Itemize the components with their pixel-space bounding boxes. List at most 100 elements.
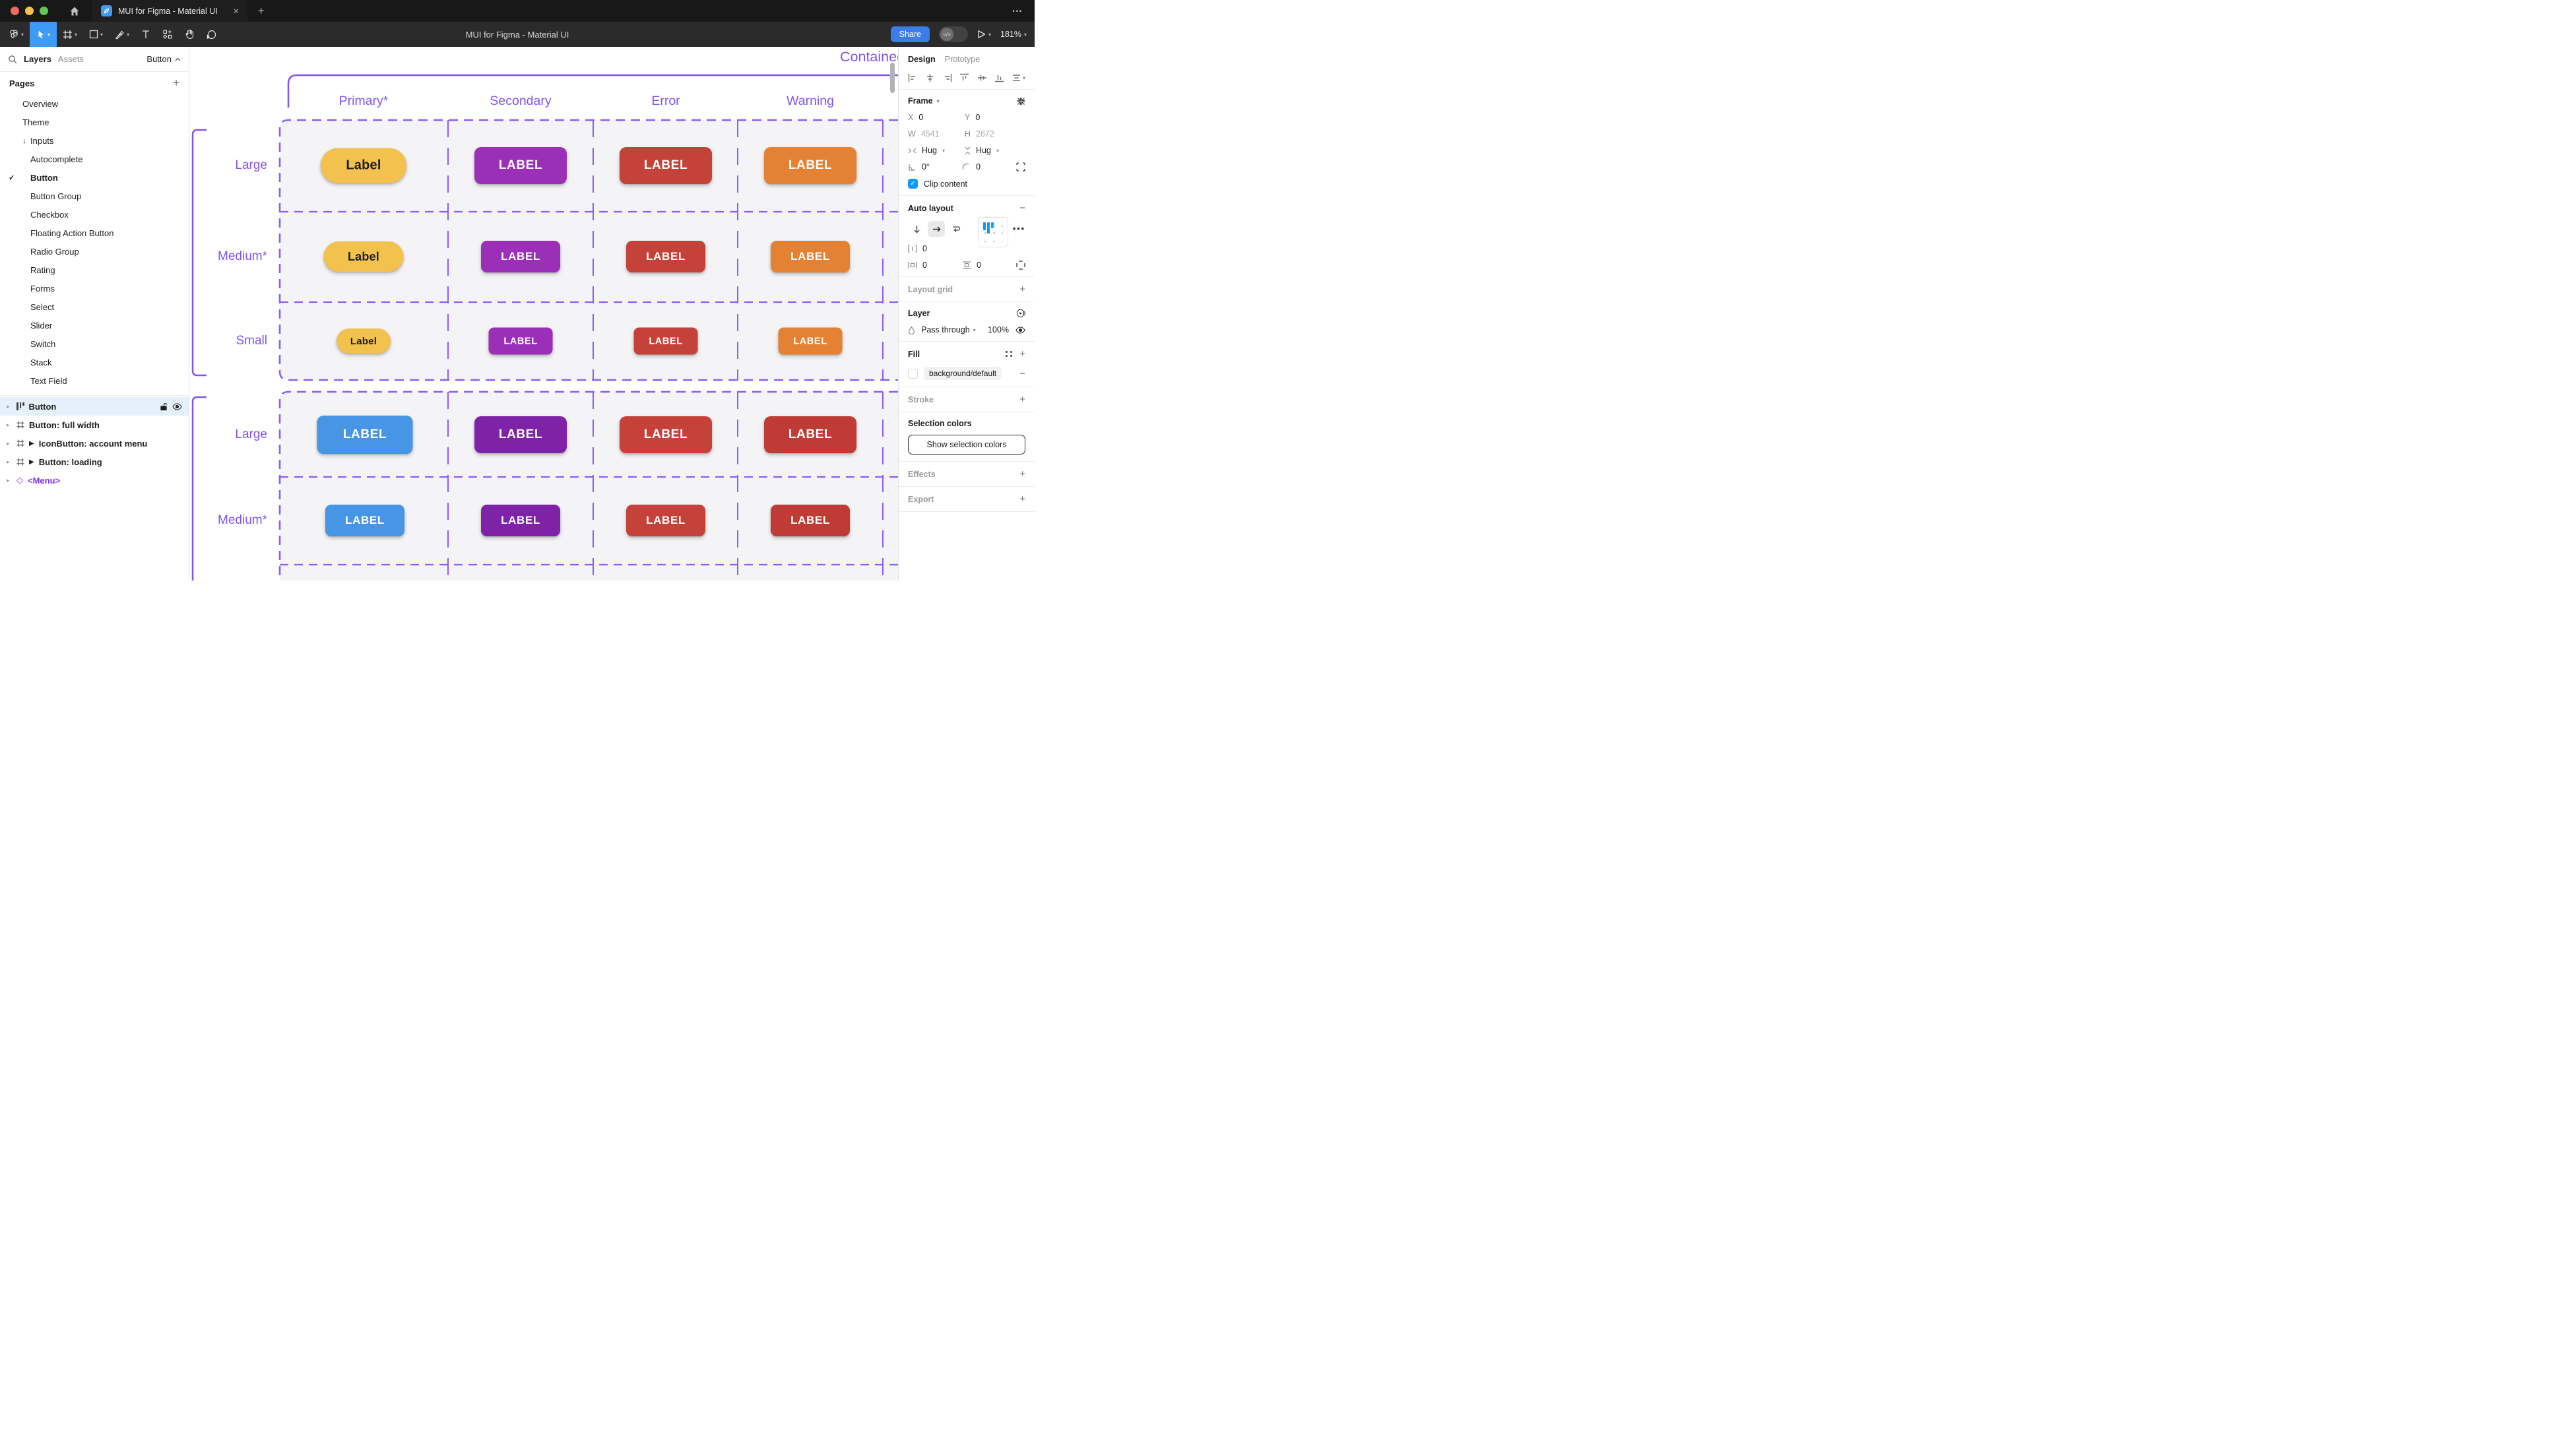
- align-left-icon[interactable]: [908, 73, 918, 82]
- fill-styles-icon[interactable]: [1006, 351, 1013, 357]
- close-tab-icon[interactable]: ✕: [232, 6, 240, 16]
- page-item-slider[interactable]: Slider: [30, 320, 53, 330]
- layer-row-iconbutton-account-menu[interactable]: ▸ ▶ IconButton: account menu: [7, 438, 148, 449]
- layer-row-button-full-width[interactable]: ▸ Button: full width: [7, 420, 100, 430]
- corner-radius-field[interactable]: 0: [962, 162, 1016, 172]
- canvas-button[interactable]: LABEL: [481, 505, 560, 536]
- canvas-button[interactable]: LABEL: [626, 505, 705, 536]
- expand-chevron-icon[interactable]: ▸: [7, 402, 10, 410]
- collapse-icon[interactable]: [1017, 97, 1025, 106]
- add-fill-button[interactable]: +: [1019, 348, 1025, 360]
- show-selection-colors-button[interactable]: Show selection colors: [908, 435, 1025, 455]
- chevron-down-icon[interactable]: ▾: [936, 98, 940, 104]
- layout-wrap-button[interactable]: [948, 221, 965, 237]
- canvas-button[interactable]: LABEL: [488, 327, 553, 355]
- page-item-floating-action-button[interactable]: Floating Action Button: [30, 228, 114, 238]
- expand-chevron-icon[interactable]: ▸: [7, 458, 10, 465]
- comment-tool-button[interactable]: [201, 22, 222, 47]
- shape-tool-button[interactable]: ▾: [83, 22, 109, 47]
- remove-auto-layout-button[interactable]: −: [1019, 203, 1025, 214]
- expand-chevron-icon[interactable]: ▸: [7, 476, 10, 484]
- align-right-icon[interactable]: [942, 73, 952, 82]
- canvas-button[interactable]: Label: [337, 329, 391, 354]
- page-item-checkbox[interactable]: Checkbox: [30, 209, 69, 220]
- remove-fill-button[interactable]: −: [1019, 367, 1025, 379]
- tab-design[interactable]: Design: [908, 55, 936, 64]
- canvas-button[interactable]: LABEL: [633, 327, 698, 355]
- page-item-radio-group[interactable]: Radio Group: [30, 246, 79, 257]
- add-page-button[interactable]: +: [173, 77, 179, 89]
- frame-title[interactable]: Contained: [840, 49, 898, 65]
- zoom-window-button[interactable]: [40, 7, 48, 15]
- fill-color-swatch[interactable]: [908, 368, 918, 379]
- close-window-button[interactable]: [11, 7, 19, 15]
- add-stroke-button[interactable]: +: [1019, 394, 1025, 405]
- clip-content-checkbox[interactable]: ✓: [908, 179, 918, 189]
- expand-chevron-icon[interactable]: ▸: [7, 439, 10, 447]
- page-item-stack[interactable]: Stack: [30, 357, 52, 367]
- canvas-button[interactable]: LABEL: [325, 505, 404, 536]
- layer-row-menu-component[interactable]: ▸ ◇ <Menu>: [7, 475, 61, 486]
- resources-tool-button[interactable]: [156, 22, 179, 47]
- frame-tool-button[interactable]: ▾: [57, 22, 83, 47]
- new-tab-button[interactable]: +: [257, 4, 265, 17]
- vertical-scrollbar[interactable]: [890, 63, 895, 93]
- canvas[interactable]: Contained Primary* Secondary Error Warni…: [189, 47, 898, 581]
- present-button[interactable]: ▾: [977, 30, 991, 39]
- independent-padding-icon[interactable]: [1016, 261, 1025, 270]
- page-item-select[interactable]: Select: [30, 301, 55, 312]
- hand-tool-button[interactable]: [179, 22, 201, 47]
- home-button[interactable]: [57, 0, 92, 22]
- auto-layout-more-button[interactable]: •••: [1012, 224, 1025, 234]
- blend-mode-icon[interactable]: [1015, 309, 1025, 318]
- align-vertical-center-icon[interactable]: [977, 73, 987, 82]
- share-button[interactable]: Share: [890, 26, 930, 42]
- height-field[interactable]: H 2672: [965, 129, 994, 139]
- width-field[interactable]: W 4541: [908, 129, 940, 139]
- page-item-button-group[interactable]: Button Group: [30, 191, 82, 201]
- page-item-text-field[interactable]: Text Field: [30, 375, 67, 386]
- layout-vertical-button[interactable]: [908, 221, 925, 237]
- canvas-button[interactable]: LABEL: [626, 241, 705, 272]
- add-layout-grid-button[interactable]: +: [1019, 284, 1025, 295]
- align-top-icon[interactable]: [959, 73, 969, 82]
- canvas-button[interactable]: LABEL: [764, 416, 856, 453]
- vertical-sizing-dropdown[interactable]: Hug ▾: [965, 146, 1021, 155]
- page-item-inputs[interactable]: ↓ Inputs: [22, 135, 54, 146]
- layer-row-button-loading[interactable]: ▸ ▶ Button: loading: [7, 456, 102, 467]
- eye-icon[interactable]: [172, 402, 182, 410]
- independent-corners-icon[interactable]: [1016, 162, 1025, 172]
- canvas-button[interactable]: LABEL: [317, 416, 413, 454]
- align-bottom-icon[interactable]: [994, 73, 1004, 82]
- opacity-field[interactable]: 100%: [988, 325, 1009, 334]
- add-effect-button[interactable]: +: [1019, 468, 1025, 480]
- canvas-button[interactable]: LABEL: [620, 147, 712, 184]
- blend-mode-dropdown[interactable]: Pass through ▾: [921, 325, 976, 334]
- rotation-field[interactable]: 0°: [908, 162, 962, 172]
- page-item-rating[interactable]: Rating: [30, 265, 55, 275]
- page-selector-button[interactable]: Button: [146, 54, 181, 64]
- gap-field[interactable]: 0: [908, 244, 965, 253]
- clip-content-row[interactable]: ✓ Clip content: [908, 179, 1025, 189]
- main-menu-button[interactable]: ▾: [0, 22, 30, 47]
- dev-mode-toggle[interactable]: </>: [938, 26, 968, 42]
- unlock-icon[interactable]: [160, 402, 168, 411]
- align-horizontal-center-icon[interactable]: [925, 73, 935, 82]
- move-tool-button[interactable]: ▾: [30, 22, 57, 47]
- canvas-button[interactable]: LABEL: [620, 416, 712, 453]
- canvas-button[interactable]: Label: [323, 241, 404, 272]
- canvas-button[interactable]: Label: [321, 148, 406, 183]
- minimize-window-button[interactable]: [25, 7, 34, 15]
- pen-tool-button[interactable]: ▾: [109, 22, 135, 47]
- file-tab[interactable]: MUI for Figma - Material UI ✕: [92, 0, 247, 22]
- canvas-button[interactable]: LABEL: [764, 147, 856, 184]
- alignment-widget[interactable]: [978, 217, 1008, 247]
- canvas-button[interactable]: LABEL: [771, 241, 850, 272]
- page-item-autocomplete[interactable]: Autocomplete: [30, 154, 83, 164]
- fill-token-chip[interactable]: background/default: [924, 367, 1002, 380]
- text-tool-button[interactable]: [135, 22, 156, 47]
- layout-horizontal-button[interactable]: [928, 221, 945, 237]
- canvas-button[interactable]: LABEL: [474, 147, 567, 184]
- fill-row[interactable]: background/default −: [908, 367, 1025, 380]
